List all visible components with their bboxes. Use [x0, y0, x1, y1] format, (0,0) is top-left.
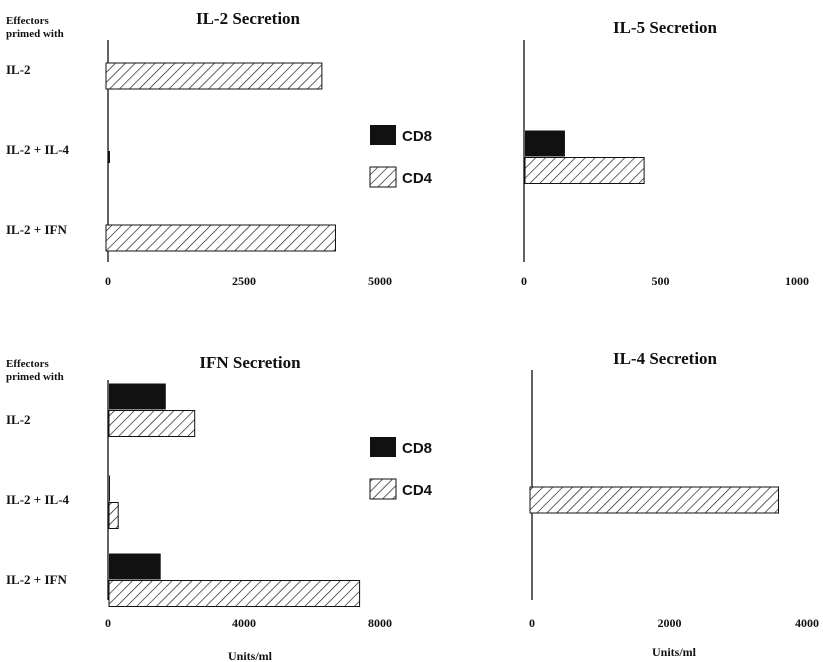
x-tick-label: 0 — [105, 616, 111, 630]
bar-cd4 — [108, 151, 110, 163]
panel-title-il2: IL-2 Secretion — [196, 9, 301, 28]
primed-label-line2-bottom: primed with — [6, 371, 64, 383]
legend-label-cd4: CD4 — [402, 170, 433, 187]
x-tick-label: 2500 — [232, 274, 256, 288]
panel-ifn-secretion: 0 4000 8000 — [105, 380, 392, 630]
bar-cd8 — [109, 383, 166, 410]
category-label: IL-2 + IL-4 — [6, 142, 70, 157]
legend-swatch-cd8 — [370, 437, 396, 457]
bar-cd4 — [529, 486, 779, 514]
category-label: IL-2 + IFN — [6, 572, 67, 587]
legend-label-cd4: CD4 — [402, 482, 433, 499]
x-tick-label: 1000 — [785, 274, 809, 288]
bar-cd4 — [108, 580, 361, 607]
x-tick-label: 0 — [521, 274, 527, 288]
primed-label-line1-bottom: Effectors — [6, 358, 49, 370]
x-tick-label: 500 — [652, 274, 670, 288]
bar-cd4 — [105, 62, 323, 90]
bar-cd8 — [525, 130, 565, 157]
x-tick-label: 5000 — [368, 274, 392, 288]
x-tick-label: 0 — [105, 274, 111, 288]
bar-cd4 — [108, 410, 196, 437]
x-tick-label: 8000 — [368, 616, 392, 630]
panel-il5-secretion: 0 500 1000 — [521, 40, 809, 288]
panel-il2-secretion: 0 2500 5000 — [105, 40, 392, 288]
panel-il4-secretion: 0 2000 4000 — [529, 370, 819, 630]
primed-label-line2-top: primed with — [6, 28, 64, 40]
panel-title-il5: IL-5 Secretion — [613, 18, 718, 37]
legend-swatch-cd4 — [369, 478, 397, 500]
bar-cd8 — [109, 553, 161, 580]
bar-cd4 — [108, 502, 119, 529]
bar-cd4 — [524, 157, 645, 184]
panel-title-il4: IL-4 Secretion — [613, 349, 718, 368]
x-tick-label: 4000 — [795, 616, 819, 630]
x-axis-title-ifn: Units/ml — [228, 649, 273, 662]
x-axis-title-il4: Units/ml — [652, 645, 697, 659]
category-label: IL-2 — [6, 62, 31, 77]
legend-swatch-cd8 — [370, 125, 396, 145]
panel-title-ifn: IFN Secretion — [199, 353, 301, 372]
x-tick-label: 4000 — [232, 616, 256, 630]
legend-swatch-cd4 — [369, 166, 397, 188]
bar-cd4 — [105, 224, 336, 252]
category-label: IL-2 + IFN — [6, 222, 67, 237]
x-tick-label: 0 — [529, 616, 535, 630]
x-tick-label: 2000 — [658, 616, 682, 630]
legend-label-cd8: CD8 — [402, 128, 432, 145]
primed-label-line1-top: Effectors — [6, 15, 49, 27]
legend-label-cd8: CD8 — [402, 440, 432, 457]
category-label: IL-2 — [6, 412, 31, 427]
bar-cd8 — [109, 475, 110, 502]
category-label: IL-2 + IL-4 — [6, 492, 70, 507]
